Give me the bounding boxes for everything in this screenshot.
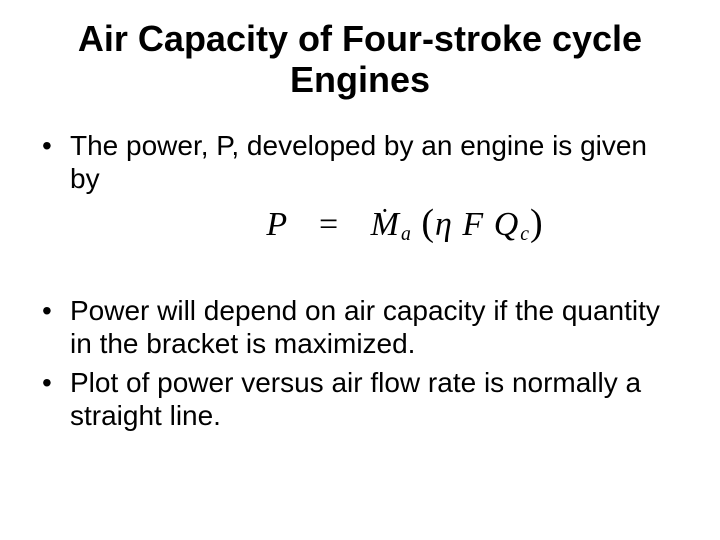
- mass-flow-subscript: a: [400, 223, 412, 245]
- formula: P = Ma (η F Qc): [176, 201, 543, 247]
- Q-symbol: Q: [494, 206, 520, 243]
- bullet-item: Plot of power versus air flow rate is no…: [36, 366, 684, 432]
- bullet-text: The power, P, developed by an engine is …: [70, 130, 647, 194]
- paren-open: (: [421, 202, 435, 244]
- F-symbol: F: [462, 206, 484, 243]
- paren-close: ): [530, 202, 544, 244]
- slide-title: Air Capacity of Four-stroke cycle Engine…: [36, 18, 684, 101]
- bullet-item: Power will depend on air capacity if the…: [36, 294, 684, 360]
- Q-subscript: c: [519, 223, 530, 245]
- bullet-list: The power, P, developed by an engine is …: [36, 129, 684, 195]
- eta-symbol: η: [435, 206, 453, 243]
- bullet-item: The power, P, developed by an engine is …: [36, 129, 684, 195]
- bullet-text: Power will depend on air capacity if the…: [70, 295, 660, 359]
- formula-row: P = Ma (η F Qc): [36, 201, 684, 247]
- formula-lhs: P: [266, 206, 287, 243]
- slide: Air Capacity of Four-stroke cycle Engine…: [0, 0, 720, 540]
- bullet-text: Plot of power versus air flow rate is no…: [70, 367, 641, 431]
- equals-sign: =: [297, 206, 361, 243]
- bullet-list: Power will depend on air capacity if the…: [36, 294, 684, 432]
- mass-flow-symbol: M: [371, 206, 400, 244]
